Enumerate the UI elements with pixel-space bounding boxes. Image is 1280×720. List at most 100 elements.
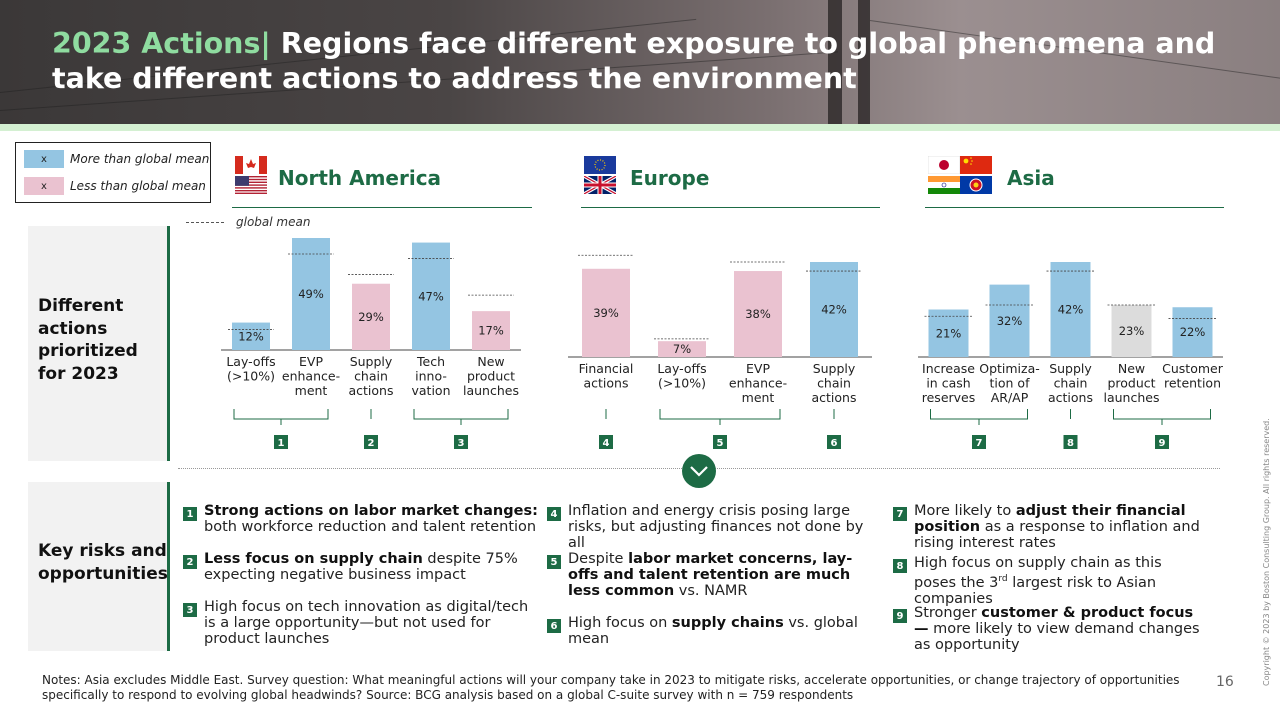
- category-label: tion of: [990, 376, 1031, 391]
- category-label: product: [467, 369, 515, 384]
- category-label: launches: [1104, 390, 1160, 405]
- group-bracket: [659, 409, 781, 425]
- category-label: Financial: [579, 361, 634, 376]
- category-label: actions: [812, 390, 857, 405]
- risk-number-badge: 3: [183, 603, 197, 617]
- legend-swatch-below: x: [24, 177, 64, 195]
- group-badge: [364, 435, 378, 449]
- region-title: Europe: [630, 166, 710, 190]
- group-badge: [713, 435, 727, 449]
- group-bracket: [930, 409, 1028, 425]
- risk-bold-text: customer & product focus—: [914, 605, 1194, 637]
- canada-flag-icon: [235, 156, 267, 174]
- risk-text: High focus on supply chain as this poses…: [914, 555, 1162, 607]
- risk-number-badge: 5: [547, 555, 561, 569]
- risk-number-badge: 1: [183, 507, 197, 521]
- bar-value-label: 42%: [821, 303, 847, 317]
- global-mean-label: global mean: [236, 215, 311, 229]
- group-badge-number: 6: [831, 438, 838, 449]
- risk-item: High focus on supply chain as this poses…: [914, 555, 1204, 607]
- category-label: Customer: [1162, 361, 1224, 376]
- category-label: Increase: [922, 361, 975, 376]
- category-label: (>10%): [658, 376, 706, 391]
- bar: [412, 242, 450, 350]
- legend-above: x More than global mean: [24, 149, 209, 169]
- group-badge-number: 3: [458, 438, 465, 449]
- bar: [1111, 304, 1152, 357]
- bar: [1172, 307, 1213, 357]
- bar-value-label: 42%: [1058, 303, 1084, 317]
- bar-value-label: 22%: [1180, 325, 1206, 339]
- bar: [734, 271, 782, 357]
- legend-below: x Less than global mean: [24, 176, 206, 196]
- chevron-down-icon[interactable]: [682, 454, 716, 488]
- risk-text: Inflation and energy crisis posing large…: [568, 503, 864, 551]
- bar: [232, 322, 270, 350]
- category-label: EVP: [299, 354, 323, 369]
- category-label: Tech: [416, 354, 445, 369]
- row-label-actions: Different actions prioritized for 2023: [28, 226, 170, 461]
- region-header-north-america: North America: [232, 152, 532, 208]
- category-label: inno-: [415, 369, 447, 384]
- category-label: (>10%): [227, 369, 275, 384]
- legend: x More than global mean x Less than glob…: [15, 142, 211, 203]
- risk-item: Stronger customer & product focus— more …: [914, 605, 1204, 653]
- bar: [810, 262, 858, 357]
- title-text: Regions face different exposure to globa…: [52, 27, 1216, 95]
- group-bracket: [233, 409, 329, 425]
- row-label-actions-text: Different actions prioritized for 2023: [38, 296, 138, 384]
- group-badge: [454, 435, 468, 449]
- risk-item: Despite labor market concerns, lay-offs …: [568, 551, 873, 599]
- risk-bold-text: Strong actions on labor market changes:: [204, 503, 538, 519]
- bar-value-label: 7%: [673, 342, 691, 356]
- header-stripe: [0, 124, 1280, 131]
- group-badge-number: 4: [603, 438, 610, 449]
- risk-number-badge: 7: [893, 507, 907, 521]
- group-bracket: [1113, 409, 1211, 425]
- risk-item: Inflation and energy crisis posing large…: [568, 503, 873, 551]
- bar: [989, 284, 1030, 357]
- category-label: ment: [295, 383, 328, 398]
- group-badge-number: 7: [976, 438, 983, 449]
- bar: [928, 309, 969, 357]
- region-title: North America: [278, 166, 442, 190]
- risk-text: Despite: [568, 551, 629, 567]
- region-header-europe: Europe: [581, 152, 880, 208]
- group-bracket: [413, 409, 509, 425]
- bar-value-label: 23%: [1119, 324, 1145, 338]
- bar: [472, 311, 510, 350]
- category-label: product: [1107, 376, 1155, 391]
- category-label: Optimiza-: [979, 361, 1040, 376]
- risk-text: despite 75% expecting negative business …: [204, 551, 518, 583]
- japan-flag-icon: [928, 156, 960, 174]
- risk-text: vs. NAMR: [674, 583, 748, 599]
- category-label: Lay-offs: [226, 354, 275, 369]
- risk-text: Stronger: [914, 605, 982, 621]
- category-label: in cash: [926, 376, 970, 391]
- risk-text: More likely to: [914, 503, 1016, 519]
- region-header-asia: Asia: [925, 152, 1224, 208]
- risk-number-badge: 6: [547, 619, 561, 633]
- row-label-risks-text: Key risks and opportunities: [38, 541, 168, 584]
- page-title: 2023 Actions| Regions face different exp…: [52, 26, 1232, 96]
- category-label: actions: [349, 383, 394, 398]
- bar-value-label: 12%: [238, 329, 264, 343]
- risk-number-badge: 8: [893, 559, 907, 573]
- category-label: Supply: [813, 361, 856, 376]
- india-flag-icon: [928, 176, 960, 194]
- bridge-pillar: [828, 0, 842, 124]
- group-badge: [1155, 435, 1169, 449]
- risk-number-badge: 4: [547, 507, 561, 521]
- risk-item: More likely to adjust their financial po…: [914, 503, 1204, 551]
- risk-number-badge: 2: [183, 555, 197, 569]
- copyright-text: Copyright © 2023 by Boston Consulting Gr…: [1262, 418, 1271, 686]
- risk-item: Less focus on supply chain despite 75% e…: [204, 551, 539, 583]
- bar: [582, 268, 630, 357]
- category-label: ment: [742, 390, 775, 405]
- category-label: reserves: [922, 390, 976, 405]
- bar: [292, 238, 330, 350]
- asean-flag-icon: [960, 176, 992, 194]
- risk-text: more likely to view demand changes as op…: [914, 621, 1200, 653]
- risk-item: Strong actions on labor market changes: …: [204, 503, 539, 535]
- global-mean-legend-line: [186, 222, 224, 223]
